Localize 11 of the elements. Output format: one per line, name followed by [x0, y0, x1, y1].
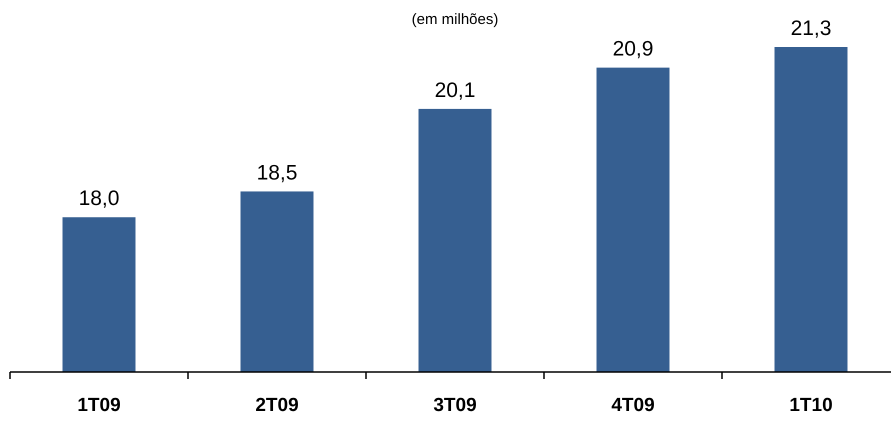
data-label: 18,5: [256, 161, 298, 184]
x-tick-label: 3T09: [433, 395, 477, 416]
chart-subtitle: (em milhões): [412, 11, 498, 28]
x-tick-label: 1T09: [77, 395, 121, 416]
data-label: 18,0: [78, 187, 120, 210]
x-tick-label: 1T10: [789, 395, 833, 416]
data-label: 20,1: [434, 78, 476, 102]
x-tick-label: 4T09: [611, 395, 655, 416]
x-tick-label: 2T09: [255, 395, 299, 416]
data-label: 20,9: [612, 38, 654, 61]
data-label: 21,3: [790, 17, 832, 40]
